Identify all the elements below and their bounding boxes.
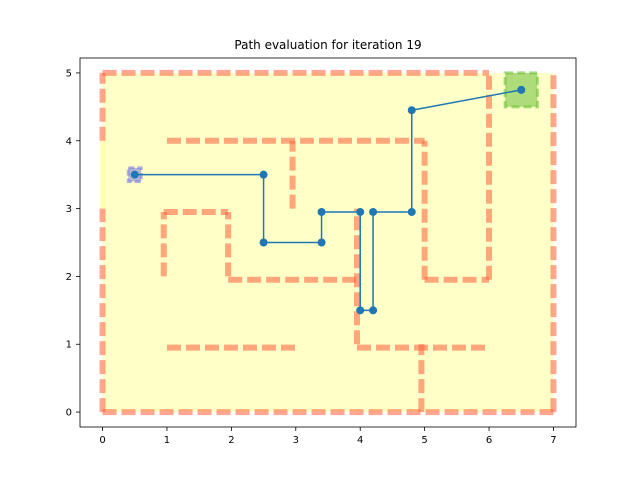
path-point [407,106,416,115]
path-point [517,85,526,94]
path-point [259,238,268,247]
y-tick-label: 0 [66,408,72,419]
y-tick-label: 3 [66,204,72,215]
x-tick-label: 6 [486,435,492,446]
path-point [369,207,378,216]
path-point [407,207,416,216]
free-region [102,72,554,413]
x-tick-label: 3 [293,435,299,446]
x-tick-label: 4 [357,435,363,446]
path-point [317,238,326,247]
x-tick-label: 7 [550,435,556,446]
y-tick-label: 4 [66,136,72,147]
path-point [130,170,139,179]
x-tick-label: 1 [164,435,170,446]
path-point [369,306,378,315]
path-point [317,207,326,216]
chart-title: Path evaluation for iteration 19 [234,38,421,52]
path-line [134,89,522,312]
y-tick-label: 5 [66,68,72,79]
y-tick-label: 1 [66,340,72,351]
axes-frame [79,57,577,428]
plot-area [99,69,557,416]
path-point [259,170,268,179]
x-tick-label: 0 [99,435,105,446]
path-point [356,306,365,315]
x-tick-label: 5 [421,435,427,446]
path-point [356,207,365,216]
axes: 0 1 2 3 4 5 6 7 0 1 2 3 4 5 [66,57,577,446]
x-tick-label: 2 [228,435,234,446]
y-tick-label: 2 [66,272,72,283]
